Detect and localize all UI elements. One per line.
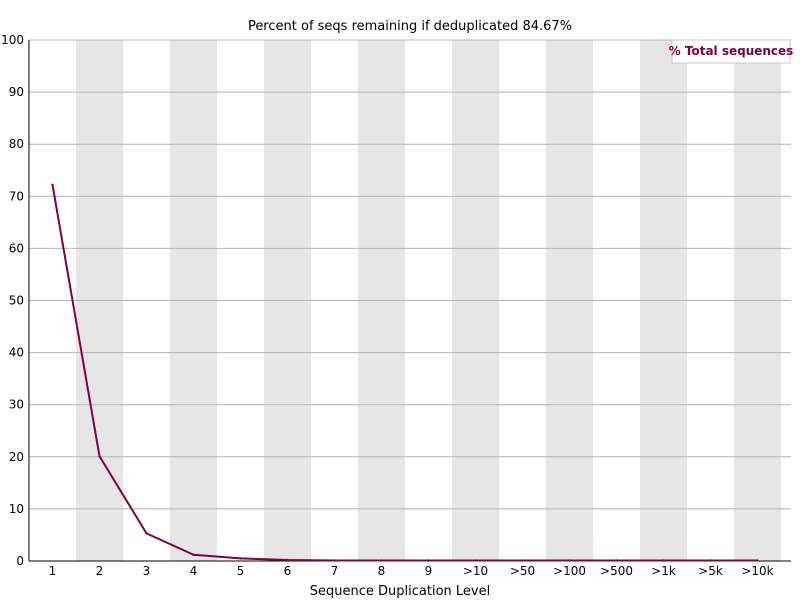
x-axis-label: Sequence Duplication Level — [310, 584, 490, 599]
x-tick-label: >50 — [510, 564, 535, 578]
data-point — [427, 559, 430, 562]
y-tick-label: 0 — [16, 554, 24, 568]
y-tick-label: 70 — [9, 189, 24, 203]
gridlines — [29, 39, 791, 510]
data-point — [51, 183, 54, 187]
x-tick-label: >100 — [553, 564, 586, 578]
data-point — [98, 455, 101, 458]
data-point — [615, 559, 618, 562]
series-line — [51, 184, 758, 562]
legend-series-label: % Total sequences — [669, 44, 794, 58]
x-tick-label: 5 — [237, 564, 245, 578]
data-point — [145, 532, 148, 535]
data-point — [286, 558, 289, 562]
x-tick-label: >10 — [463, 564, 488, 578]
y-tick-label: 100 — [1, 33, 24, 47]
x-tick-label: 7 — [331, 564, 339, 578]
data-point — [333, 559, 336, 562]
data-point — [756, 559, 759, 562]
y-tick-label: 40 — [9, 346, 24, 360]
x-tick-label: >500 — [600, 564, 633, 578]
legend-box — [671, 39, 791, 64]
data-point — [709, 559, 712, 562]
legend: % Total sequences — [669, 39, 794, 64]
y-tick-label: 20 — [9, 450, 24, 464]
data-point — [192, 553, 195, 556]
data-point — [568, 559, 571, 562]
x-tick-label: >1k — [651, 564, 676, 578]
x-tick-label: 3 — [143, 564, 151, 578]
data-point — [239, 557, 242, 560]
y-tick-label: 50 — [9, 294, 24, 308]
series-layer — [51, 183, 759, 562]
y-tick-label: 60 — [9, 241, 24, 255]
x-tick-label: >5k — [698, 564, 723, 578]
data-point — [474, 559, 477, 562]
tick-labels: 0 10 20 30 40 50 60 70 80 90 100 1 2 3 4 5 6 7 8 9 >10 >50 >10… — [1, 33, 774, 578]
x-tick-label: 2 — [96, 564, 104, 578]
y-tick-label: 90 — [9, 85, 24, 99]
x-tick-label: 8 — [378, 564, 386, 578]
y-tick-label: 80 — [9, 137, 24, 151]
x-tick-label: >10k — [741, 564, 773, 578]
data-point — [662, 559, 665, 562]
data-point — [521, 559, 524, 562]
y-tick-label: 10 — [9, 502, 24, 516]
data-point — [380, 559, 383, 562]
x-tick-label: 9 — [425, 564, 433, 578]
x-tick-label: 1 — [49, 564, 57, 578]
x-tick-label: 6 — [284, 564, 292, 578]
chart-title: Percent of seqs remaining if deduplicate… — [248, 19, 572, 34]
x-tick-label: 4 — [190, 564, 198, 578]
y-tick-label: 30 — [9, 398, 24, 412]
